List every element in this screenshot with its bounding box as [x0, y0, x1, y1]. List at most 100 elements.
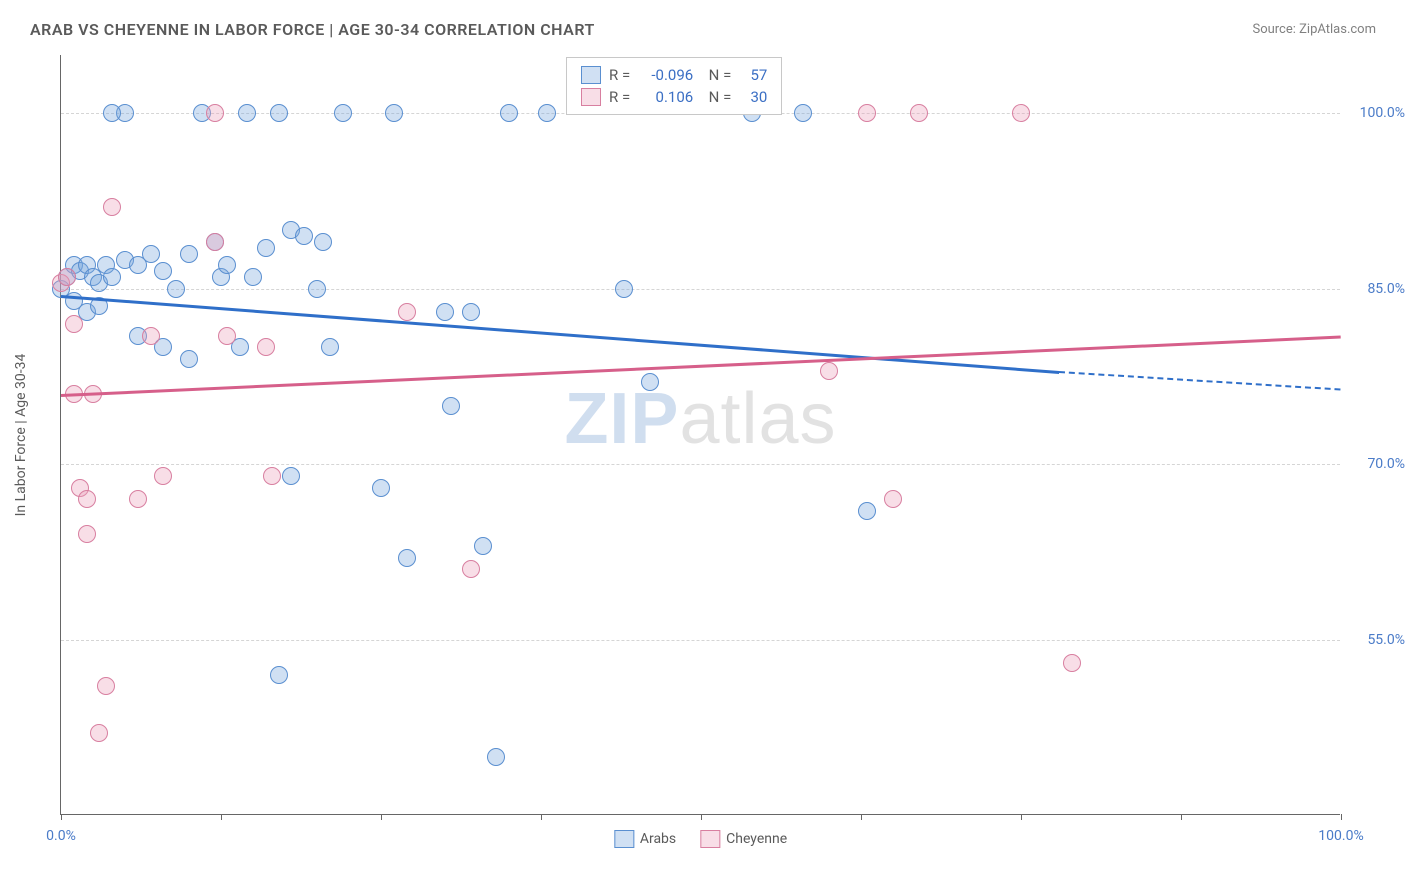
bottom-legend-item: Arabs [614, 830, 676, 848]
data-point-arabs [794, 104, 812, 122]
legend-stats: R = -0.096 N = 57R = 0.106 N = 30 [566, 57, 782, 115]
data-point-arabs [474, 537, 492, 555]
data-point-arabs [487, 748, 505, 766]
watermark: ZIPatlas [564, 378, 836, 460]
data-point-arabs [385, 104, 403, 122]
data-point-cheyenne [154, 467, 172, 485]
x-tick [381, 814, 382, 820]
data-point-arabs [238, 104, 256, 122]
grid-line [61, 640, 1340, 641]
legend-n-label: N = [701, 88, 731, 106]
y-axis-label: In Labor Force | Age 30-34 [13, 353, 29, 516]
data-point-arabs [308, 280, 326, 298]
x-tick-label: 0.0% [46, 828, 76, 844]
x-tick [221, 814, 222, 820]
trend-line [61, 295, 1060, 373]
legend-n-label: N = [701, 66, 731, 84]
legend-stats-row: R = -0.096 N = 57 [581, 64, 767, 86]
data-point-cheyenne [257, 338, 275, 356]
data-point-arabs [398, 549, 416, 567]
data-point-cheyenne [462, 560, 480, 578]
data-point-arabs [154, 262, 172, 280]
legend-stats-row: R = 0.106 N = 30 [581, 86, 767, 108]
grid-line [61, 289, 1340, 290]
data-point-cheyenne [90, 724, 108, 742]
data-point-cheyenne [398, 303, 416, 321]
data-point-cheyenne [218, 327, 236, 345]
watermark-atlas: atlas [679, 379, 836, 459]
legend-n-value: 57 [739, 66, 767, 84]
x-tick [861, 814, 862, 820]
legend-swatch [581, 66, 601, 84]
data-point-cheyenne [58, 268, 76, 286]
data-point-arabs [538, 104, 556, 122]
data-point-cheyenne [142, 327, 160, 345]
data-point-cheyenne [263, 467, 281, 485]
y-tick-label: 70.0% [1367, 456, 1405, 472]
data-point-cheyenne [1063, 654, 1081, 672]
watermark-zip: ZIP [564, 379, 679, 459]
data-point-arabs [257, 239, 275, 257]
data-point-cheyenne [206, 233, 224, 251]
y-tick-label: 55.0% [1367, 632, 1405, 648]
legend-r-value: -0.096 [638, 66, 693, 84]
bottom-legend: Arabs Cheyenne [614, 830, 787, 848]
legend-series-label: Cheyenne [726, 831, 787, 847]
data-point-arabs [218, 256, 236, 274]
data-point-arabs [334, 104, 352, 122]
trend-line [1059, 371, 1341, 391]
data-point-cheyenne [65, 315, 83, 333]
chart-source: Source: ZipAtlas.com [1252, 22, 1376, 37]
data-point-arabs [270, 104, 288, 122]
y-tick-label: 85.0% [1367, 281, 1405, 297]
data-point-cheyenne [97, 677, 115, 695]
grid-line [61, 464, 1340, 465]
data-point-arabs [295, 227, 313, 245]
data-point-arabs [103, 104, 121, 122]
x-tick-label: 100.0% [1318, 828, 1363, 844]
data-point-arabs [462, 303, 480, 321]
legend-swatch [581, 88, 601, 106]
data-point-arabs [858, 502, 876, 520]
data-point-cheyenne [78, 525, 96, 543]
y-tick-label: 100.0% [1360, 105, 1405, 121]
x-tick [1181, 814, 1182, 820]
data-point-arabs [641, 373, 659, 391]
data-point-cheyenne [884, 490, 902, 508]
data-point-arabs [500, 104, 518, 122]
legend-n-value: 30 [739, 88, 767, 106]
bottom-legend-item: Cheyenne [700, 830, 787, 848]
x-tick [1021, 814, 1022, 820]
data-point-arabs [103, 268, 121, 286]
legend-r-value: 0.106 [638, 88, 693, 106]
data-point-cheyenne [1012, 104, 1030, 122]
legend-r-label: R = [609, 66, 630, 84]
data-point-arabs [282, 467, 300, 485]
data-point-arabs [321, 338, 339, 356]
x-tick [701, 814, 702, 820]
data-point-arabs [314, 233, 332, 251]
legend-r-label: R = [609, 88, 630, 106]
data-point-arabs [142, 245, 160, 263]
data-point-cheyenne [910, 104, 928, 122]
data-point-cheyenne [129, 490, 147, 508]
chart-title: ARAB VS CHEYENNE IN LABOR FORCE | AGE 30… [30, 20, 595, 39]
data-point-arabs [180, 350, 198, 368]
chart-header: ARAB VS CHEYENNE IN LABOR FORCE | AGE 30… [0, 0, 1406, 49]
data-point-arabs [372, 479, 390, 497]
data-point-cheyenne [103, 198, 121, 216]
x-tick [1341, 814, 1342, 820]
data-point-arabs [180, 245, 198, 263]
legend-swatch [614, 830, 634, 848]
x-tick [541, 814, 542, 820]
data-point-cheyenne [78, 490, 96, 508]
data-point-arabs [615, 280, 633, 298]
data-point-cheyenne [820, 362, 838, 380]
data-point-arabs [244, 268, 262, 286]
data-point-arabs [167, 280, 185, 298]
data-point-arabs [442, 397, 460, 415]
legend-swatch [700, 830, 720, 848]
legend-series-label: Arabs [640, 831, 676, 847]
data-point-arabs [270, 666, 288, 684]
x-tick [61, 814, 62, 820]
